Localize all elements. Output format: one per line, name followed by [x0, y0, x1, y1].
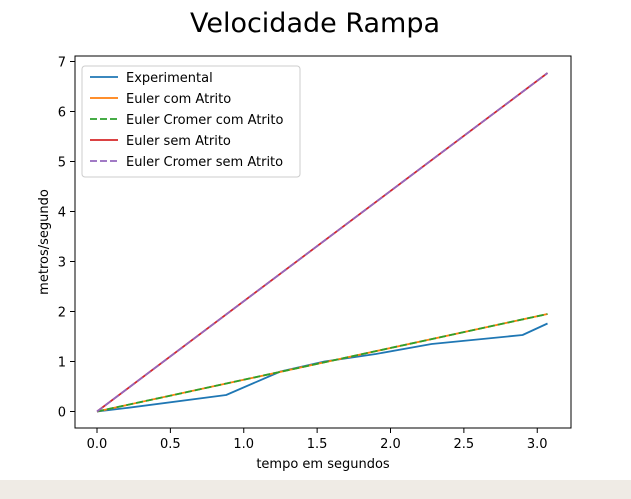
legend-label-1: Euler com Atrito — [126, 92, 231, 107]
y-tick-label: 2 — [58, 306, 66, 321]
figure: Velocidade Rampa 0.0 0.5 1.0 1.5 2.0 2.5 3.0 0 1… — [0, 0, 631, 480]
series-line-4 — [96, 72, 549, 413]
y-tick-label: 7 — [58, 56, 66, 71]
y-tick-label: 0 — [58, 406, 66, 421]
legend-box — [81, 65, 301, 178]
y-tick-label: 3 — [58, 256, 66, 271]
series-line-2 — [96, 313, 548, 413]
x-tick-label: 1.5 — [307, 437, 328, 452]
y-tick-label: 5 — [58, 156, 66, 171]
x-tick-label: 1.0 — [233, 437, 254, 452]
legend-label-4: Euler Cromer sem Atrito — [126, 155, 283, 170]
series-line-0 — [96, 322, 548, 413]
chart: Velocidade Rampa 0.0 0.5 1.0 1.5 2.0 2.5 3.0 0 1… — [37, 8, 572, 472]
y-tick-label: 6 — [58, 106, 66, 121]
x-tick-label: 0.0 — [87, 437, 108, 452]
y-tick-label: 4 — [58, 206, 66, 221]
legend: Experimental Euler com Atrito Euler Cromer… — [81, 65, 301, 178]
plot-area — [96, 72, 549, 413]
legend-label-3: Euler sem Atrito — [126, 134, 231, 149]
axis-ticks: 0.0 0.5 1.0 1.5 2.0 2.5 3.0 0 1 2 3 4 5 6 7 — [58, 56, 548, 453]
legend-label-0: Experimental — [126, 71, 213, 86]
x-tick-label: 2.0 — [380, 437, 401, 452]
y-tick-label: 1 — [58, 356, 66, 371]
y-axis-label: metros/segundo — [37, 189, 52, 295]
legend-label-2: Euler Cromer com Atrito — [126, 113, 283, 128]
x-axis-label: tempo em segundos — [256, 457, 390, 472]
x-tick-label: 0.5 — [160, 437, 181, 452]
x-tick-label: 2.5 — [454, 437, 475, 452]
chart-title: Velocidade Rampa — [190, 8, 440, 39]
x-tick-label: 3.0 — [527, 437, 548, 452]
axes-frame — [74, 55, 572, 429]
